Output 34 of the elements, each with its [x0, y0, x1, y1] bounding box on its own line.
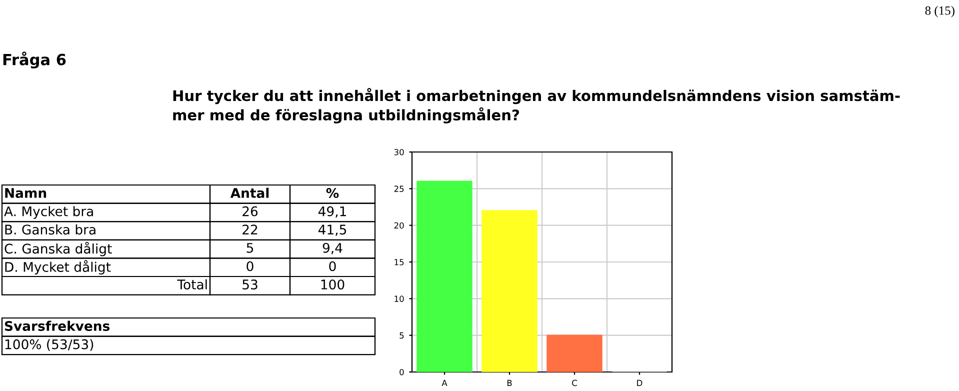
text: 49,1	[318, 206, 346, 218]
text: 22	[242, 224, 258, 234]
x-tick-label: D	[637, 380, 642, 386]
x-tick-label: C	[572, 380, 577, 386]
text: %	[326, 188, 339, 198]
text: 8 (15)	[925, 6, 954, 18]
text: Antal	[230, 188, 269, 198]
y-tick-label: 25	[394, 186, 404, 192]
y-tick-label: 10	[394, 296, 404, 302]
text: 9,4	[322, 242, 342, 254]
text: C. Ganska dåligt	[4, 242, 112, 256]
text: B. Ganska bra	[5, 224, 96, 235]
text: 100% (53/53)	[5, 339, 94, 351]
y-tick-label: 15	[394, 259, 404, 266]
y-tick-label: 20	[394, 222, 404, 229]
text: 53	[242, 280, 258, 290]
text: 100	[321, 280, 344, 290]
chart-subtitle: Hur tycker du att innehållet i omarbetningen av kommundelsnämndens vision samstäm- mer med de föreslagna utbildningsmålen?	[173, 88, 900, 124]
text: Svarsfrekvens	[4, 320, 110, 331]
text: A. Mycket bra	[4, 206, 93, 219]
x-tick-label: A	[442, 380, 448, 386]
text: Total	[177, 279, 207, 290]
text: 0	[246, 261, 254, 272]
text: 5	[246, 243, 254, 253]
text: 26	[242, 206, 258, 216]
text: Fråga 6	[3, 52, 66, 68]
text: D. Mycket dåligt	[5, 260, 111, 275]
y-tick-label: 0	[400, 368, 404, 376]
x-tick-label: B	[507, 380, 512, 386]
text: Namn	[5, 188, 46, 198]
y-tick-label: 30	[394, 148, 404, 156]
text: 41,5	[318, 224, 346, 236]
y-tick-label: 5	[400, 332, 404, 339]
text: 0	[329, 261, 336, 272]
